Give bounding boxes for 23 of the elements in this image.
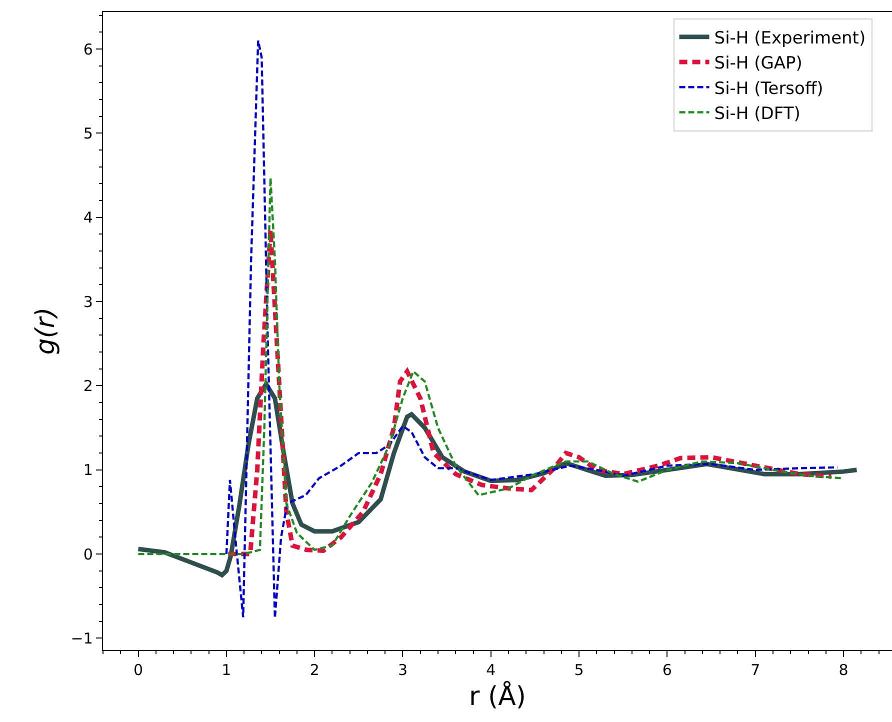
legend-label: Si-H (Experiment) [714, 28, 866, 49]
y-axis-title: g(r) [31, 307, 62, 355]
x-tick-label: 6 [662, 661, 672, 680]
x-tick-label: 1 [222, 661, 232, 680]
y-tick-label: 0 [83, 545, 93, 564]
x-tick-label: 4 [486, 661, 496, 680]
legend-label: Si-H (DFT) [714, 104, 800, 124]
legend-label: Si-H (GAP) [714, 54, 802, 74]
x-tick-label: 7 [750, 661, 760, 680]
y-tick-label: 5 [83, 124, 93, 142]
x-tick-label: 8 [838, 661, 848, 680]
x-tick-label: 5 [574, 661, 584, 680]
x-axis-title: r (Å) [468, 680, 526, 712]
y-tick-label: 1 [83, 461, 93, 480]
x-tick-label: 0 [133, 661, 144, 680]
y-tick-label: −1 [70, 629, 93, 648]
x-tick-label: 3 [398, 661, 408, 680]
x-tick-label: 2 [310, 661, 320, 680]
legend-label: Si-H (Tersoff) [714, 78, 824, 99]
y-tick-label: 4 [83, 208, 93, 227]
y-tick-label: 6 [83, 40, 93, 58]
y-tick-label: 2 [83, 376, 93, 395]
y-tick-label: 3 [83, 292, 93, 311]
